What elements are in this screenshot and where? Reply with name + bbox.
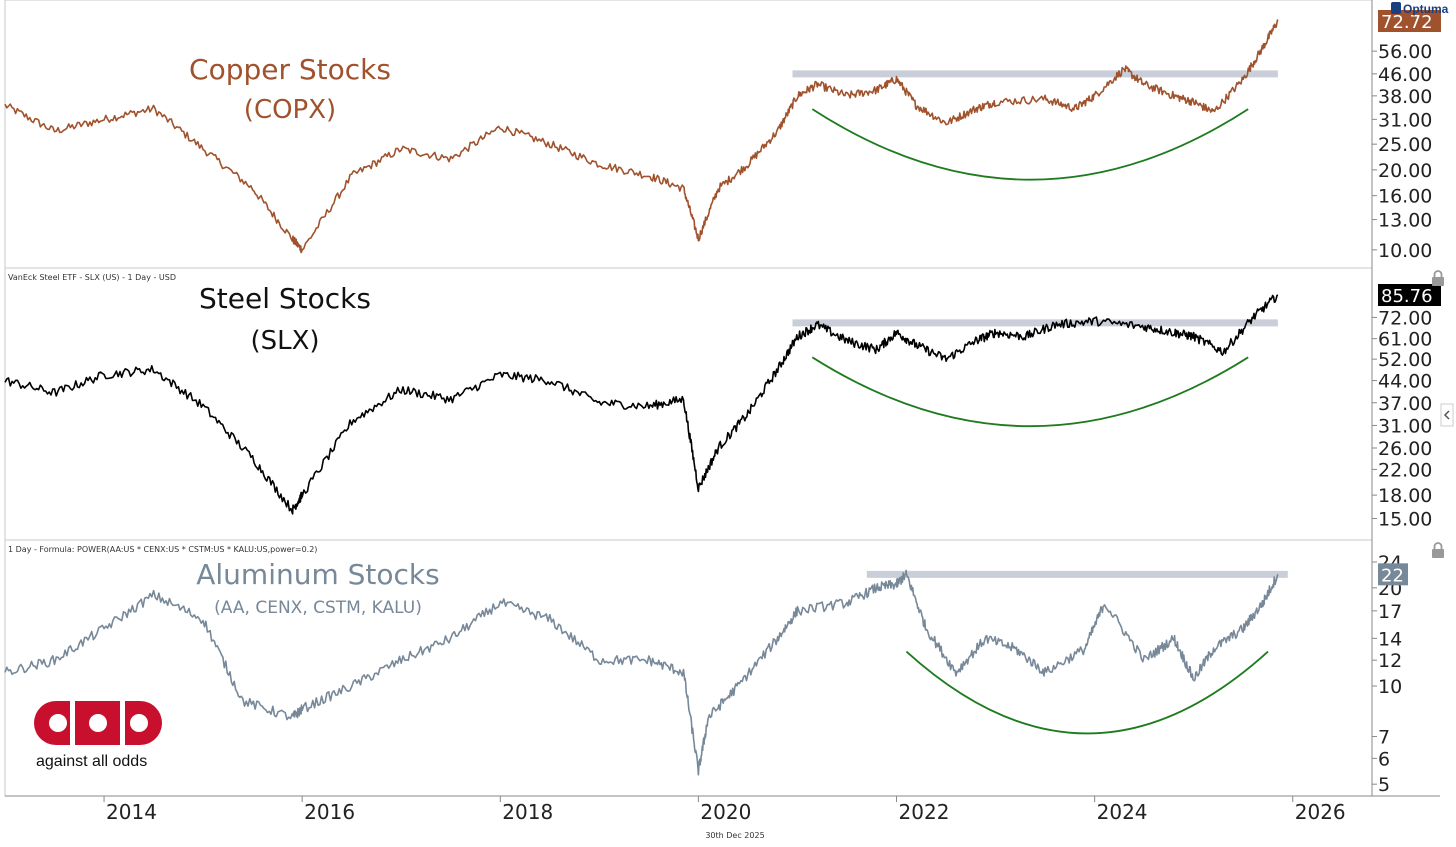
steel-base-arc [811,356,1249,427]
steel-y-tick: 61.00 [1378,329,1432,351]
steel-y-tick: 15.00 [1378,508,1432,530]
copper-price-line [4,19,1279,254]
aluminum-subtitle: (AA, CENX, CSTM, KALU) [214,598,422,618]
copper-y-tick: 13.00 [1378,210,1432,232]
steel-header: VanEck Steel ETF - SLX (US) - 1 Day - US… [8,273,176,282]
copper-y-tick: 31.00 [1378,109,1432,131]
steel-y-tick: 18.00 [1378,485,1432,507]
x-tick-label: 2026 [1295,800,1346,824]
aluminum-last-value-text: 22 [1381,565,1404,586]
lock-icon[interactable] [1432,270,1444,286]
copper-y-tick: 56.00 [1378,41,1432,63]
logo-text: against all odds [36,753,147,770]
aluminum-last-value-badge [1378,563,1408,586]
lock-icon[interactable] [1432,542,1444,558]
steel-y-tick: 37.00 [1378,393,1432,415]
x-tick-label: 2022 [899,800,950,824]
copper-y-tick: 16.00 [1378,186,1432,208]
copper-base-arc [811,108,1249,181]
x-tick-label: 2020 [700,800,751,824]
steel-price-line [4,294,1279,515]
copper-y-tick: 38.00 [1378,86,1432,108]
steel-y-tick: 52.00 [1378,349,1432,371]
aluminum-title: Aluminum Stocks [196,558,439,591]
steel-last-value-badge [1378,284,1441,307]
copper-y-tick: 10.00 [1378,240,1432,262]
aluminum-y-tick: 5 [1378,774,1390,796]
copper-last-value-text: 72.72 [1381,12,1433,33]
x-tick-label: 2016 [304,800,355,824]
x-tick-label: 2018 [502,800,553,824]
footer-date: 30th Dec 2025 [705,831,764,840]
steel-last-value-text: 85.76 [1381,286,1433,307]
x-tick-label: 2024 [1097,800,1148,824]
steel-y-tick: 31.00 [1378,415,1432,437]
steel-y-tick: 22.00 [1378,459,1432,481]
copper-y-tick: 25.00 [1378,134,1432,156]
against-all-odds-logo: against all odds [34,701,162,770]
optuma-brand-text: Optuma [1403,2,1449,16]
steel-title: Steel Stocks [199,282,371,315]
aluminum-base-arc [905,650,1269,735]
steel-y-tick: 44.00 [1378,371,1432,393]
copper-title: Copper Stocks [189,53,391,86]
copper-y-tick: 20.00 [1378,160,1432,182]
steel-y-tick: 26.00 [1378,438,1432,460]
aluminum-y-tick: 10 [1378,676,1402,698]
aluminum-y-tick: 14 [1378,628,1402,650]
aluminum-price-line [4,569,1279,776]
copper-y-tick: 46.00 [1378,64,1432,86]
optuma-logo-icon [1391,2,1401,14]
aluminum-y-tick: 6 [1378,748,1390,770]
aluminum-y-tick: 7 [1378,727,1390,749]
aluminum-y-tick: 12 [1378,650,1402,672]
aluminum-y-tick: 17 [1378,601,1402,623]
optuma-brand: Optuma [1391,2,1449,16]
copper-last-value-badge [1378,10,1441,33]
aluminum-header: 1 Day - Formula: POWER(AA:US * CENX:US *… [8,545,317,554]
copper-panel-frame [4,0,1373,269]
steel-y-tick: 72.00 [1378,307,1432,329]
collapse-arrow-icon[interactable] [1440,403,1454,427]
steel-subtitle: (SLX) [250,326,319,356]
copper-subtitle: (COPX) [244,95,336,125]
x-tick-label: 2014 [106,800,157,824]
